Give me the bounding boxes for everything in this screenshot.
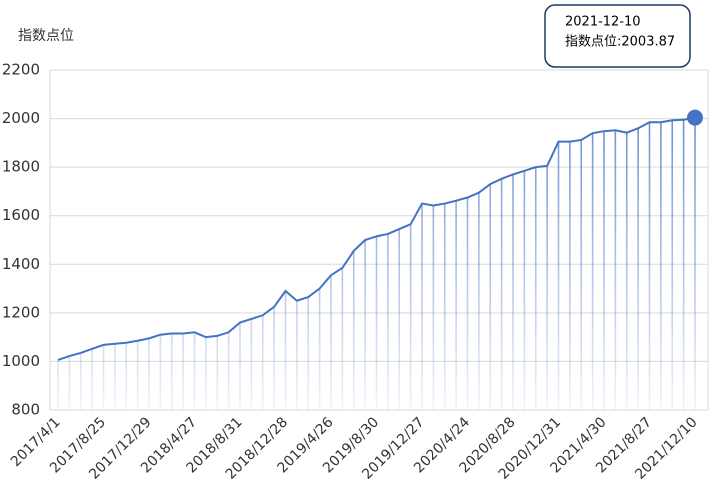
y-tick-label: 2000 bbox=[2, 109, 40, 127]
tooltip-label: 指数点位:2003.87 bbox=[565, 35, 675, 50]
tooltip-box bbox=[544, 4, 691, 68]
y-axis-label: 指数点位 bbox=[18, 28, 74, 44]
y-tick-label: 800 bbox=[11, 401, 40, 419]
y-tick-label: 1800 bbox=[2, 158, 40, 176]
y-tick-label: 2200 bbox=[2, 61, 40, 79]
highlight-point bbox=[687, 109, 703, 126]
y-tick-label: 1400 bbox=[2, 255, 40, 273]
y-tick-label: 1000 bbox=[2, 352, 40, 370]
tooltip: 2021-12-10 指数点位:2003.87 bbox=[544, 4, 691, 68]
tooltip-title: 2021-12-10 bbox=[565, 15, 641, 30]
line bbox=[57, 116, 696, 361]
y-tick-label: 1200 bbox=[2, 303, 40, 321]
y-tick-label: 1600 bbox=[2, 206, 40, 224]
